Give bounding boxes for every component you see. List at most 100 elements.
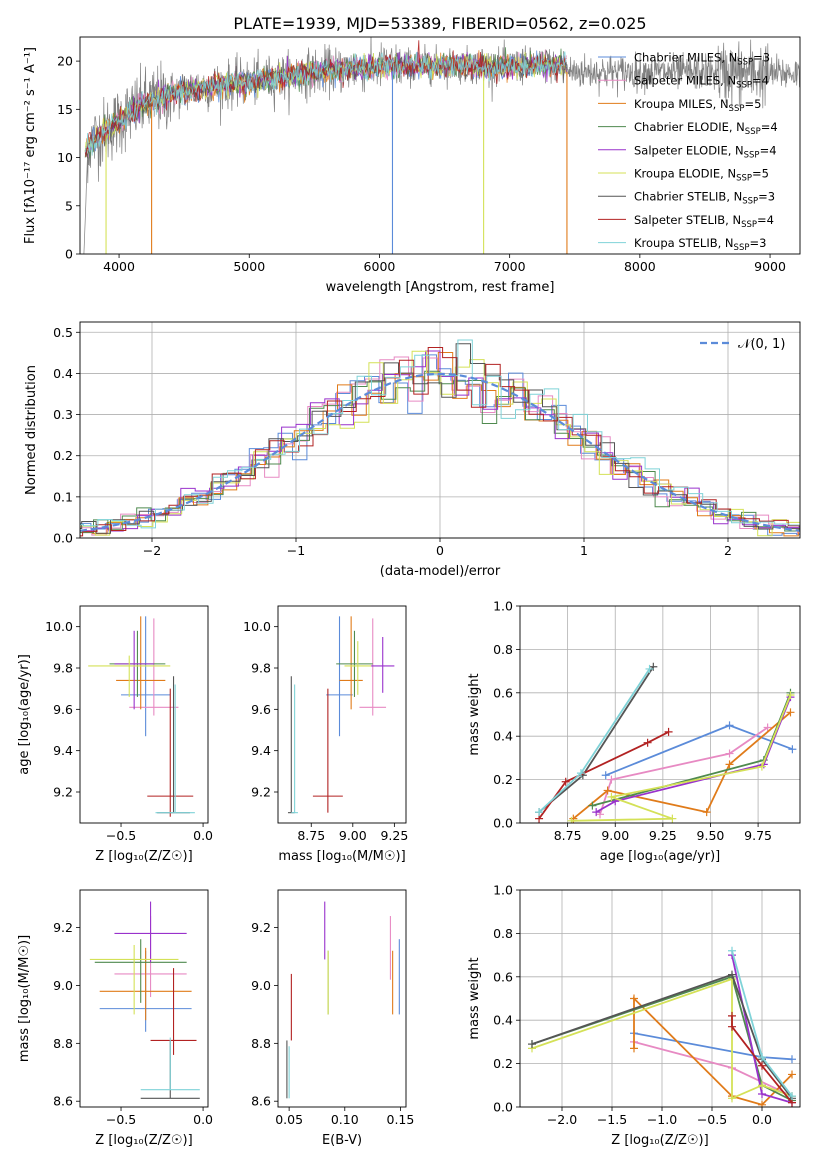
weight-marker <box>788 1055 796 1064</box>
residual_histogram-xtick-label: −2 <box>143 543 161 558</box>
weight-marker <box>757 762 766 771</box>
weight-marker <box>725 749 734 758</box>
weight-line <box>731 1015 793 1104</box>
mass_vs_ebv-ytick-label: 9.0 <box>251 978 271 993</box>
residual_histogram-panel: −2 −1 0 1 2 0.0 0.1 0.2 0.3 0.4 0.5 (data-model)/er… <box>24 321 801 579</box>
weight-marker <box>702 808 711 817</box>
weight-marker <box>728 1011 736 1020</box>
weight_vs_age-ytick-label: 0.0 <box>493 816 513 831</box>
residual_histogram-xtick-label: −1 <box>287 543 305 558</box>
weight-line <box>531 973 793 1099</box>
mass_vs_ebv-ytick-label: 9.2 <box>251 920 271 935</box>
weight-marker <box>630 994 638 1003</box>
mass_vs_Z-ytick-label: 9.2 <box>53 920 73 935</box>
residual_histogram-frame <box>79 321 801 539</box>
weight_vs_age-xtick-label: 9.25 <box>649 828 677 843</box>
age_vs_Z-ytick-label: 9.8 <box>53 661 73 676</box>
spectrum-xtick-label: 4000 <box>103 259 135 274</box>
age_vs_Z-ylabel: age [log₁₀(age/yr)] <box>17 654 32 775</box>
mass_vs_Z-ytick-label: 8.6 <box>53 1094 73 1109</box>
spectrum-panel: 4000 5000 6000 7000 8000 9000 0 5 10 15 20 waveleng… <box>23 36 801 295</box>
age_vs_mass-ytick-label: 9.8 <box>251 661 271 676</box>
residual_histogram-xlabel: (data-model)/error <box>380 564 501 579</box>
weight-line <box>599 726 769 815</box>
histogram-step-line <box>80 350 800 537</box>
weight-marker <box>592 808 601 817</box>
weight-marker <box>607 775 616 784</box>
spectrum-frame <box>79 36 801 255</box>
age_vs_Z-xlabel: Z [log₁₀(Z/Z☉)] <box>95 849 192 864</box>
weight_vs_Z-ytick-label: 0.0 <box>493 1100 513 1115</box>
weight-marker <box>758 1089 766 1098</box>
weight-marker <box>788 1070 796 1079</box>
mass_vs_Z-xlabel: Z [log₁₀(Z/Z☉)] <box>95 1133 192 1148</box>
weight_vs_age-ytick-label: 0.2 <box>493 772 513 787</box>
weight-marker <box>725 721 734 730</box>
spectrum-ylabel: Flux [fλ10⁻¹⁷ erg cm⁻² s⁻¹ A⁻¹] <box>23 47 38 244</box>
histogram-step-line <box>80 339 800 529</box>
residual_histogram-ytick-label: 0.4 <box>53 366 73 381</box>
age_vs_mass-xlabel: mass [log₁₀(M/M☉)] <box>278 849 405 864</box>
spectrum-legend: Chabrier MILES, NSSP=3 Salpeter MILES, NS… <box>598 51 778 253</box>
weight_vs_age-xtick-label: 9.00 <box>601 828 629 843</box>
residual_histogram-xtick-label: 2 <box>724 543 732 558</box>
weight_vs_age-xtick-label: 9.75 <box>744 828 772 843</box>
weight-marker <box>728 946 736 955</box>
age_vs_Z-panel: −0.5 0.0 9.2 9.4 9.6 9.8 10.0 Z [log₁₀(Z/Z☉)] ag… <box>17 605 213 864</box>
legend-label: Chabrier STELIB, NSSP=3 <box>634 190 775 207</box>
spectrum-xtick-label: 9000 <box>754 259 786 274</box>
mass_vs_Z-xtick-label: −0.5 <box>106 1112 136 1127</box>
mass_vs_ebv-ytick-label: 8.8 <box>251 1036 271 1051</box>
weight_vs_Z-xtick-label: −1.5 <box>597 1112 627 1127</box>
legend-label: Kroupa ELODIE, NSSP=5 <box>634 167 769 184</box>
age_vs_Z-frame <box>79 605 209 824</box>
weight-marker <box>643 738 652 747</box>
legend-label: Salpeter STELIB, NSSP=4 <box>634 213 774 230</box>
age_vs_mass-frame <box>277 605 407 824</box>
weight-marker <box>758 1053 766 1062</box>
age_vs_Z-ytick-label: 9.6 <box>53 702 73 717</box>
weight_vs_age-xtick-label: 8.75 <box>554 828 582 843</box>
weight-marker <box>645 664 654 673</box>
residual_histogram-ylabel: Normed distribution <box>24 365 39 495</box>
normal-legend-label: 𝒩(0, 1) <box>738 337 785 352</box>
weight-marker <box>786 708 795 717</box>
weight-marker <box>603 786 612 795</box>
legend-label: Salpeter ELODIE, NSSP=4 <box>634 143 777 160</box>
residual_histogram-ytick-label: 0.1 <box>53 489 73 504</box>
weight-marker <box>725 760 734 769</box>
mass_vs_Z-ytick-label: 9.0 <box>53 978 73 993</box>
weight_vs_age-ytick-label: 0.6 <box>493 685 513 700</box>
weight_vs_age-xtick-label: 9.50 <box>697 828 725 843</box>
age_vs_mass-ytick-label: 9.4 <box>251 743 271 758</box>
weight_vs_age-ytick-label: 0.8 <box>493 642 513 657</box>
mass_vs_Z-ytick-label: 8.8 <box>53 1036 73 1051</box>
age_vs_mass-xtick-label: 8.75 <box>297 828 325 843</box>
weight-marker <box>607 792 616 801</box>
weight-marker <box>728 970 736 979</box>
residual_histogram-xtick-label: 1 <box>580 543 588 558</box>
residual_histogram-ytick-label: 0.2 <box>53 448 73 463</box>
weight_vs_Z-ytick-label: 0.6 <box>493 969 513 984</box>
age_vs_mass-ytick-label: 9.2 <box>251 785 271 800</box>
weight-marker <box>786 690 795 699</box>
legend-label: Chabrier ELODIE, NSSP=4 <box>634 120 778 137</box>
mass_vs_Z-frame <box>79 889 209 1108</box>
age_vs_mass-ytick-label: 9.6 <box>251 702 271 717</box>
spectrum-model-line <box>84 51 567 156</box>
weight_vs_age-xlabel: age [log₁₀(age/yr)] <box>600 849 721 864</box>
weight-marker <box>567 816 576 823</box>
weight_vs_Z-xtick-label: −0.5 <box>697 1112 727 1127</box>
weight-marker <box>664 727 673 736</box>
histogram-step-line <box>80 343 800 534</box>
histogram-step-line <box>80 350 800 537</box>
weight_vs_Z-xtick-label: −1.0 <box>647 1112 677 1127</box>
weight-line <box>538 668 651 813</box>
age_vs_Z-ytick-label: 9.4 <box>53 743 73 758</box>
weight_vs_age-ytick-label: 0.4 <box>493 729 513 744</box>
weight-marker <box>561 777 570 786</box>
mass_vs_ebv-xlabel: E(B-V) <box>322 1133 362 1148</box>
mass_vs_ebv-panel: 0.05 0.10 0.15 8.6 8.8 9.0 9.2 E(B-V) <box>251 889 414 1148</box>
weight-marker <box>763 723 772 732</box>
